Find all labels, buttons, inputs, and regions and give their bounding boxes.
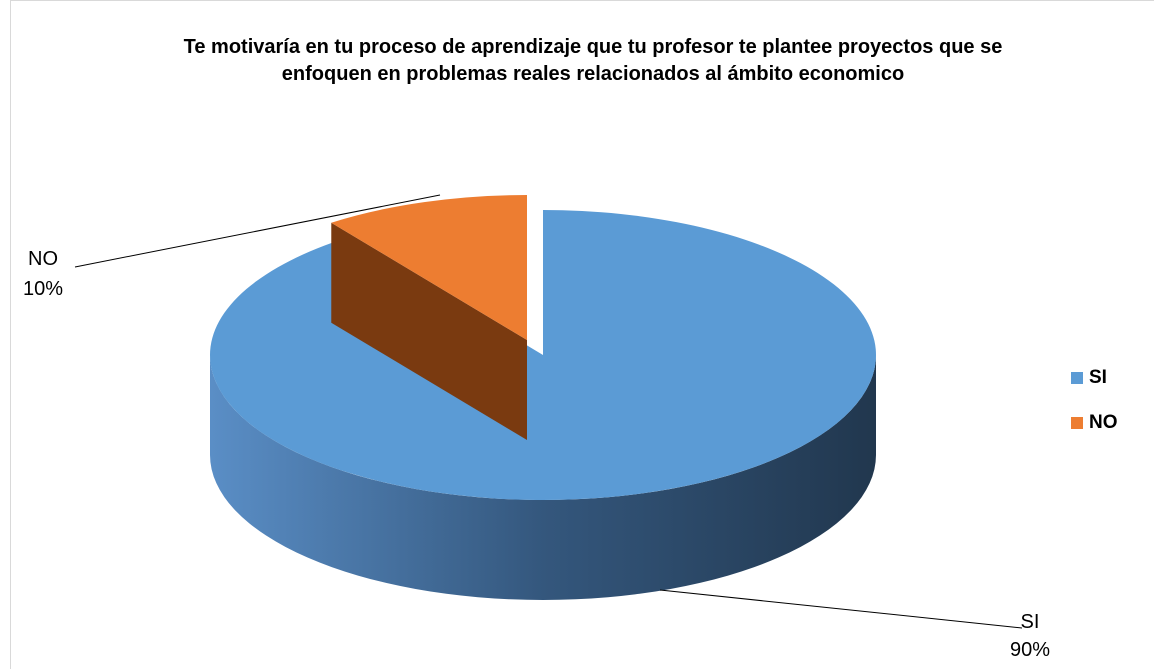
legend-label: SI — [1089, 367, 1107, 388]
pie-slice — [210, 210, 877, 500]
chart-border — [10, 0, 1154, 669]
pie-cut-face — [331, 222, 527, 440]
leader-line — [659, 589, 1023, 629]
pie-side — [210, 355, 876, 600]
pie-slice — [331, 195, 527, 340]
data-label-category: NO — [28, 248, 58, 270]
data-label-value: 10% — [23, 278, 63, 300]
legend-swatch — [1071, 372, 1083, 384]
chart-title: Te motivaría en tu proceso de aprendizaj… — [183, 36, 1003, 85]
legend-swatch — [1071, 417, 1083, 429]
legend-label: NO — [1089, 412, 1118, 433]
leader-line — [74, 194, 441, 268]
data-label-value: 90% — [1010, 639, 1050, 661]
data-label-category: SI — [1021, 611, 1040, 633]
